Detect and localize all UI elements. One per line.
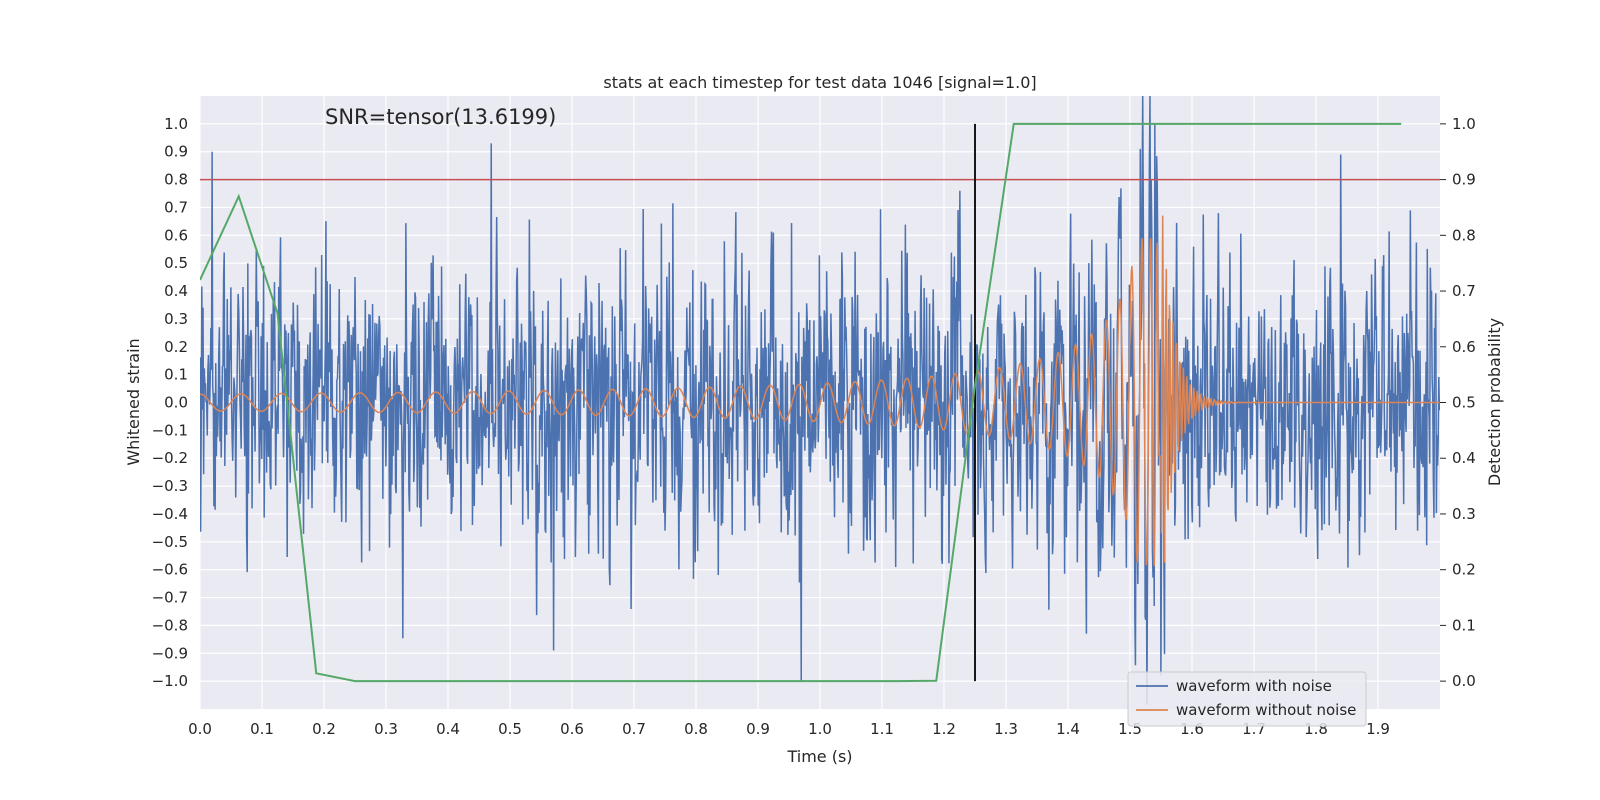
y2-tick-label: 0.9 (1452, 171, 1476, 189)
x-tick-label: 0.2 (312, 720, 336, 738)
x-tick-label: 0.4 (436, 720, 460, 738)
y-tick-label: 0.9 (164, 143, 188, 161)
y2-axis-ticks: 1.0 0.9 0.8 0.7 0.6 0.5 0.4 0.3 0.2 0.1 0.0 (1440, 115, 1476, 690)
y-tick-label: 0.5 (164, 254, 188, 272)
y-tick-label: −0.2 (152, 449, 188, 467)
y-tick-label: −0.4 (152, 505, 188, 523)
y-tick-label: 0.6 (164, 226, 188, 244)
x-tick-label: 1.2 (932, 720, 956, 738)
legend-label-waveform-without-noise: waveform without noise (1176, 701, 1356, 719)
x-tick-label: 0.6 (560, 720, 584, 738)
x-tick-label: 1.1 (870, 720, 894, 738)
y2-axis-label: Detection probability (1485, 318, 1504, 486)
y2-tick-label: 0.1 (1452, 616, 1476, 634)
y-tick-label: −0.7 (152, 589, 188, 607)
chart-title: stats at each timestep for test data 104… (603, 73, 1036, 92)
series-line-waveform-without-noise (200, 215, 1440, 566)
x-tick-label: 1.3 (994, 720, 1018, 738)
x-tick-label: 0.8 (684, 720, 708, 738)
y2-tick-label: 0.7 (1452, 282, 1476, 300)
x-tick-label: 0.5 (498, 720, 522, 738)
x-tick-label: 0.3 (374, 720, 398, 738)
y2-tick-label: 0.8 (1452, 226, 1476, 244)
x-tick-label: 0.9 (746, 720, 770, 738)
y2-tick-label: 0.3 (1452, 505, 1476, 523)
x-tick-label: 0.7 (622, 720, 646, 738)
y-tick-label: 0.7 (164, 198, 188, 216)
x-tick-label: 0.0 (188, 720, 212, 738)
y-tick-label: 0.8 (164, 171, 188, 189)
x-axis-label: Time (s) (786, 747, 852, 766)
y-tick-label: 0.4 (164, 282, 188, 300)
snr-annotation: SNR=tensor(13.6199) (325, 105, 556, 129)
x-axis-ticks: 0.0 0.1 0.2 0.3 0.4 0.5 0.6 0.7 0.8 0.9 1.0 1.1 1.2 1… (188, 720, 1390, 738)
legend-box (1127, 671, 1367, 727)
y2-tick-label: 0.6 (1452, 338, 1476, 356)
y-tick-label: −1.0 (152, 672, 188, 690)
y2-tick-label: 0.2 (1452, 561, 1476, 579)
x-tick-label: 1.0 (808, 720, 832, 738)
x-tick-label: 1.9 (1366, 720, 1390, 738)
x-tick-label: 0.1 (250, 720, 274, 738)
y-tick-label: 1.0 (164, 115, 188, 133)
y2-tick-label: 0.5 (1452, 394, 1476, 412)
y-tick-label: −0.8 (152, 616, 188, 634)
y-tick-label: −0.3 (152, 477, 188, 495)
legend-label-waveform-with-noise: waveform with noise (1176, 677, 1332, 695)
y-axis-ticks: 1.0 0.9 0.8 0.7 0.6 0.5 0.4 0.3 0.2 0.1 0.0 −0.1 −0.… (152, 115, 188, 690)
y2-tick-label: 0.4 (1452, 449, 1476, 467)
y-axis-label: Whitened strain (124, 338, 143, 465)
y-tick-label: 0.1 (164, 366, 188, 384)
y-tick-label: −0.6 (152, 561, 188, 579)
legend: waveform with noise waveform without noi… (1127, 671, 1367, 727)
y-tick-label: −0.1 (152, 421, 188, 439)
y-tick-label: 0.3 (164, 310, 188, 328)
y2-tick-label: 1.0 (1452, 115, 1476, 133)
series-line-waveform-with-noise (200, 96, 1440, 705)
y-tick-label: −0.5 (152, 533, 188, 551)
series-line-detection-probability (200, 122, 1402, 683)
y2-tick-label: 0.0 (1452, 672, 1476, 690)
y-tick-label: −0.9 (152, 644, 188, 662)
x-tick-label: 1.4 (1056, 720, 1080, 738)
y-tick-label: 0.0 (164, 394, 188, 412)
y-tick-label: 0.2 (164, 338, 188, 356)
